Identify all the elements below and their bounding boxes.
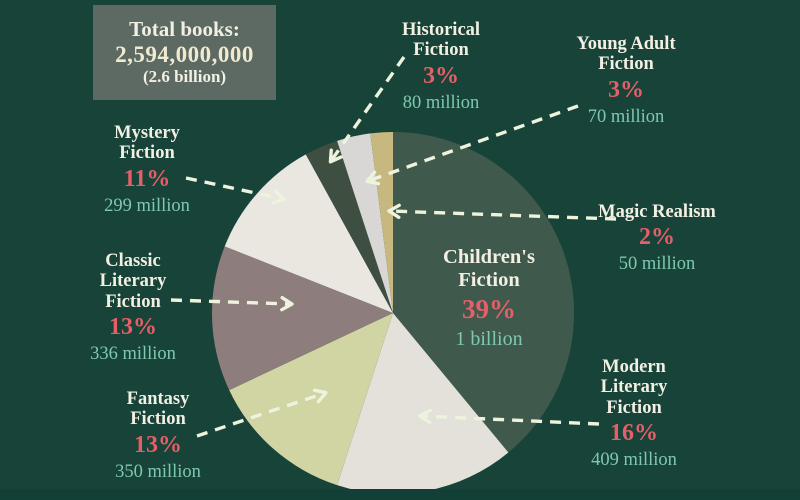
slice-amount: 299 million <box>104 195 190 216</box>
slice-name: Mystery Fiction <box>114 123 180 164</box>
arrow-historical-fiction <box>328 56 406 164</box>
slice-label-modern-literary-fiction: Modern Literary Fiction 16% 409 million <box>591 357 677 470</box>
pie-slice-historical-fiction <box>305 140 393 313</box>
slice-amount: 336 million <box>90 343 176 364</box>
slice-label-classic-literary-fiction: Classic Literary Fiction 13% 336 million <box>90 251 176 364</box>
slice-name: Classic Literary Fiction <box>99 251 167 312</box>
slice-percent: 2% <box>639 224 675 251</box>
slice-amount: 1 billion <box>455 328 523 351</box>
total-books-box: Total books: 2,594,000,000 (2.6 billion) <box>93 5 276 100</box>
slice-amount: 350 million <box>115 461 201 482</box>
slice-percent: 3% <box>607 76 644 103</box>
slice-percent: 16% <box>609 420 658 447</box>
total-books-label: Total books: <box>129 17 240 42</box>
arrow-mystery-fiction <box>185 176 286 205</box>
pie-slice-classic-literary-fiction <box>211 246 393 391</box>
slice-label-young-adult-fiction: Young Adult Fiction 3% 70 million <box>576 34 675 127</box>
slice-name: Young Adult Fiction <box>576 34 676 75</box>
slice-amount: 70 million <box>587 106 665 127</box>
slice-name: Modern Literary Fiction <box>600 357 668 418</box>
bottom-edge-strip <box>0 489 800 500</box>
slice-percent: 11% <box>123 165 171 192</box>
slice-label-magic-realism: Magic Realism 2% 50 million <box>598 202 716 275</box>
total-books-subvalue: (2.6 billion) <box>142 66 227 86</box>
total-books-value: 2,594,000,000 <box>115 41 254 67</box>
slice-name: Children's Fiction <box>443 246 535 291</box>
leader-arrows-group <box>170 56 617 438</box>
slice-amount: 80 million <box>402 92 480 113</box>
slice-label-childrens-fiction: Children's Fiction 39% 1 billion <box>443 246 535 350</box>
slice-label-fantasy-fiction: Fantasy Fiction 13% 350 million <box>115 389 201 482</box>
slice-amount: 50 million <box>618 254 696 275</box>
slice-percent: 13% <box>133 431 182 458</box>
slice-percent: 3% <box>423 62 459 89</box>
slice-amount: 409 million <box>591 449 677 470</box>
slice-percent: 13% <box>108 314 157 341</box>
slice-percent: 39% <box>462 294 516 325</box>
pie-slice-modern-literary-fiction <box>337 313 509 494</box>
slice-label-mystery-fiction: Mystery Fiction 11% 299 million <box>104 123 190 216</box>
arrow-modern-literary-fiction <box>418 408 600 426</box>
slice-label-historical-fiction: Historical Fiction 3% 80 million <box>402 20 480 113</box>
slice-name: Historical Fiction <box>401 20 481 61</box>
slice-name: Magic Realism <box>598 202 716 222</box>
arrow-classic-literary-fiction <box>170 296 294 312</box>
pie-slice-young-adult-fiction <box>337 133 393 313</box>
slice-name: Fantasy Fiction <box>126 389 190 430</box>
arrow-fantasy-fiction <box>196 388 328 438</box>
